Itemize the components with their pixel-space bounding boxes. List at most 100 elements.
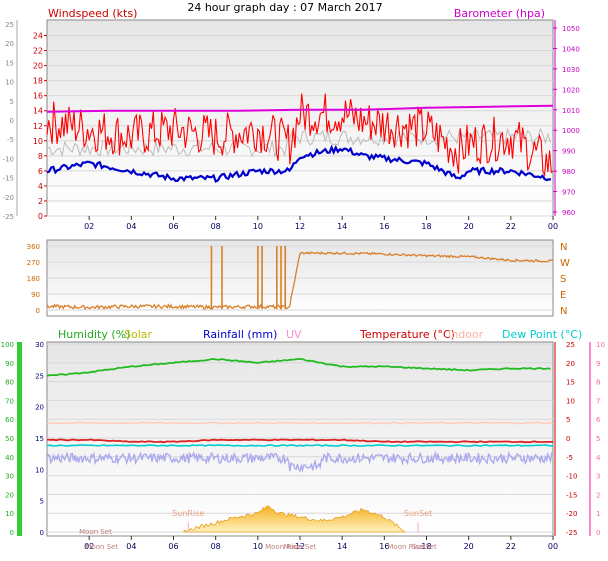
wind-x-tick-label: 14 bbox=[337, 222, 347, 231]
temperature-y-tick-label: -10 bbox=[566, 473, 577, 481]
moon-annotation: Moon Set bbox=[284, 543, 317, 551]
temperature-y-tick-label: 5 bbox=[566, 416, 570, 424]
wind-x-tick-label: 04 bbox=[126, 222, 136, 231]
outer-y-tick-label: -5 bbox=[7, 136, 14, 144]
wind-y-tick-label: 22 bbox=[33, 47, 43, 56]
outer-y-tick-label: -15 bbox=[3, 175, 14, 183]
outer-y-tick-label: -25 bbox=[3, 213, 14, 221]
humidity-x-tick-label: 14 bbox=[337, 542, 347, 551]
temperature-y-tick-label: 0 bbox=[566, 435, 570, 443]
humidity-x-tick-label: 06 bbox=[168, 542, 178, 551]
outer-y-tick-label: -10 bbox=[3, 155, 14, 163]
humidity-y-tick-label: 70 bbox=[5, 397, 14, 405]
baro-y-tick-label: 990 bbox=[562, 148, 575, 156]
humidity-x-tick-label: 12 bbox=[295, 542, 305, 551]
rainfall-band-line bbox=[46, 450, 554, 473]
direction-y-tick-label: 270 bbox=[27, 259, 40, 267]
direction-y-tick-label: 360 bbox=[27, 243, 40, 251]
uv-y-tick-label: 8 bbox=[596, 379, 600, 387]
temperature-y-tick-label: 10 bbox=[566, 397, 575, 405]
legend-humidity: Humidity (%) bbox=[58, 328, 130, 341]
wind-x-tick-label: 00 bbox=[548, 222, 558, 231]
legend-dewpoint: Dew Point (°C) bbox=[502, 328, 582, 341]
wind-x-tick-label: 10 bbox=[253, 222, 263, 231]
direction-y-tick-label: 0 bbox=[36, 307, 40, 315]
humidity-x-tick-label: 00 bbox=[548, 542, 558, 551]
outer-y-tick-label: 10 bbox=[5, 79, 14, 87]
uv-y-tick-label: 6 bbox=[596, 416, 601, 424]
wind-y-tick-label: 6 bbox=[38, 167, 43, 176]
humidity-y-tick-label: 40 bbox=[5, 454, 14, 462]
outer-y-tick-label: 5 bbox=[10, 98, 14, 106]
outer-y-tick-label: -20 bbox=[3, 194, 14, 202]
barometer-axis-label: Barometer (hpa) bbox=[454, 7, 545, 20]
compass-label: N bbox=[560, 306, 567, 317]
temperature-line bbox=[46, 438, 554, 444]
uv-y-tick-label: 3 bbox=[596, 473, 600, 481]
rain-y-tick-label: 5 bbox=[40, 498, 44, 506]
compass-label: W bbox=[560, 258, 570, 269]
wind-x-tick-label: 22 bbox=[506, 222, 516, 231]
wind-x-tick-label: 12 bbox=[295, 222, 305, 231]
rain-y-tick-label: 30 bbox=[35, 341, 44, 349]
wind-x-tick-label: 18 bbox=[421, 222, 431, 231]
moon-annotation: Moon Set bbox=[85, 543, 118, 551]
wind-average-line bbox=[46, 144, 551, 183]
wind-y-tick-label: 14 bbox=[33, 107, 43, 116]
humidity-y-tick-label: 60 bbox=[5, 416, 14, 424]
rain-y-tick-label: 25 bbox=[35, 372, 44, 380]
temperature-y-tick-label: 20 bbox=[566, 360, 575, 368]
humidity-y-tick-label: 80 bbox=[5, 379, 14, 387]
baro-y-tick-label: 1030 bbox=[562, 66, 580, 74]
wind-x-tick-label: 16 bbox=[379, 222, 389, 231]
direction-y-tick-label: 90 bbox=[31, 291, 40, 299]
outer-y-tick-label: 0 bbox=[10, 117, 14, 125]
wind-y-tick-label: 8 bbox=[38, 152, 43, 161]
wind-y-tick-label: 20 bbox=[33, 62, 43, 71]
wind-y-tick-label: 24 bbox=[33, 32, 43, 41]
uv-y-tick-label: 0 bbox=[596, 529, 600, 537]
outer-y-tick-label: 20 bbox=[5, 40, 14, 48]
solar-area bbox=[183, 505, 406, 533]
barometer-line bbox=[46, 104, 554, 113]
temperature-y-tick-label: -5 bbox=[566, 454, 573, 462]
baro-y-tick-label: 970 bbox=[562, 189, 575, 197]
wind-y-tick-label: 2 bbox=[38, 197, 43, 206]
baro-y-tick-label: 1020 bbox=[562, 86, 580, 94]
baro-y-tick-label: 1050 bbox=[562, 25, 580, 33]
wind-y-tick-label: 10 bbox=[33, 137, 43, 146]
rain-y-tick-label: 15 bbox=[35, 435, 44, 443]
temperature-y-tick-label: -20 bbox=[566, 510, 577, 518]
legend-uv: UV bbox=[286, 328, 302, 341]
rain-y-tick-label: 20 bbox=[35, 404, 44, 412]
humidity-x-tick-label: 08 bbox=[211, 542, 221, 551]
wind-x-tick-label: 02 bbox=[84, 222, 94, 231]
baro-y-tick-label: 1040 bbox=[562, 45, 580, 53]
moon-annotation: Moon Rise bbox=[387, 543, 423, 551]
wind-direction-line bbox=[46, 251, 554, 311]
wind-x-tick-label: 06 bbox=[168, 222, 178, 231]
humidity-y-tick-label: 30 bbox=[5, 473, 14, 481]
humidity-x-tick-label: 20 bbox=[464, 542, 474, 551]
uv-y-tick-label: 5 bbox=[596, 435, 600, 443]
wind-y-tick-label: 18 bbox=[33, 77, 43, 86]
temperature-y-tick-label: -25 bbox=[566, 529, 577, 537]
direction-y-tick-label: 180 bbox=[27, 275, 40, 283]
wind-y-tick-label: 0 bbox=[38, 212, 43, 221]
baro-y-tick-label: 1000 bbox=[562, 127, 580, 135]
wind-x-tick-label: 08 bbox=[211, 222, 221, 231]
humidity-y-tick-label: 10 bbox=[5, 510, 14, 518]
uv-y-tick-label: 10 bbox=[596, 341, 605, 349]
windspeed-axis-label: Windspeed (kts) bbox=[48, 7, 137, 20]
moon-annotation: SunSet bbox=[412, 543, 437, 551]
rain-y-tick-label: 10 bbox=[35, 466, 44, 474]
humidity-x-tick-label: 22 bbox=[506, 542, 516, 551]
baro-y-tick-label: 960 bbox=[562, 209, 575, 217]
sun-annotation: SunSet bbox=[404, 509, 432, 518]
uv-y-tick-label: 9 bbox=[596, 360, 600, 368]
outer-y-tick-label: 25 bbox=[5, 21, 14, 29]
humidity-y-tick-label: 50 bbox=[5, 435, 14, 443]
humidity-y-tick-label: 100 bbox=[1, 341, 14, 349]
